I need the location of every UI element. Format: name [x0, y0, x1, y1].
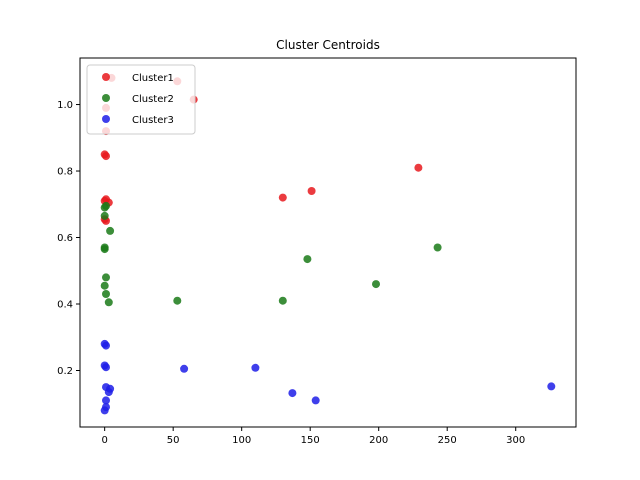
- legend-label: Cluster1: [132, 73, 174, 84]
- x-tick-label: 50: [167, 435, 180, 446]
- cluster3-point: [251, 363, 260, 372]
- plot-frame: [79, 57, 577, 428]
- cluster1-point: [307, 187, 316, 195]
- cluster2-point: [278, 296, 287, 305]
- cluster2-point: [433, 243, 442, 252]
- y-tick-label: 0.6: [57, 233, 73, 244]
- y-tick-label: 0.8: [57, 167, 73, 178]
- cluster2-point: [104, 298, 113, 307]
- cluster1-point: [414, 163, 423, 172]
- cluster2-point: [100, 281, 109, 290]
- cluster3-point: [102, 341, 110, 350]
- cluster3-point: [547, 382, 556, 391]
- chart-title: Cluster Centroids: [276, 38, 380, 52]
- y-tick-label: 0.2: [57, 366, 73, 377]
- cluster2-point: [102, 290, 110, 298]
- x-tick-label: 200: [369, 435, 388, 446]
- x-tick-label: 150: [301, 435, 320, 446]
- cluster2-point: [372, 280, 380, 289]
- axes-layer: 0 50 100 150 200 250 300 0.2 0.4 0.6 0.8 1.0: [57, 100, 525, 446]
- cluster3-point: [180, 364, 189, 373]
- y-tick-label: 0.4: [57, 300, 73, 311]
- cluster2-point: [102, 273, 110, 282]
- cluster3-point: [100, 406, 109, 415]
- cluster2-point: [102, 201, 110, 210]
- cluster2-point: [106, 226, 115, 235]
- cluster3-point: [102, 396, 110, 405]
- cluster3-point: [102, 363, 110, 372]
- x-tick-label: 100: [232, 435, 251, 446]
- legend-marker: [102, 94, 110, 102]
- legend-label: Cluster3: [132, 115, 174, 126]
- cluster1-point: [278, 193, 287, 202]
- legend-marker: [102, 115, 110, 123]
- x-tick-label: 250: [438, 435, 457, 446]
- cluster3-point: [311, 396, 320, 405]
- cluster1-point: [102, 152, 110, 161]
- legend: Cluster1 Cluster2 Cluster3: [86, 64, 196, 135]
- y-tick-label: 1.0: [57, 100, 73, 111]
- x-tick-label: 300: [506, 435, 525, 446]
- cluster2-point: [303, 255, 312, 264]
- legend-marker: [102, 73, 110, 81]
- cluster3-point: [288, 389, 297, 398]
- legend-label: Cluster2: [132, 94, 174, 105]
- x-tick-label: 0: [101, 435, 107, 446]
- legend-box: [86, 64, 196, 135]
- cluster2-point: [100, 211, 109, 220]
- cluster2-point: [173, 296, 182, 305]
- cluster2-point: [100, 245, 109, 254]
- cluster3-point: [104, 388, 113, 397]
